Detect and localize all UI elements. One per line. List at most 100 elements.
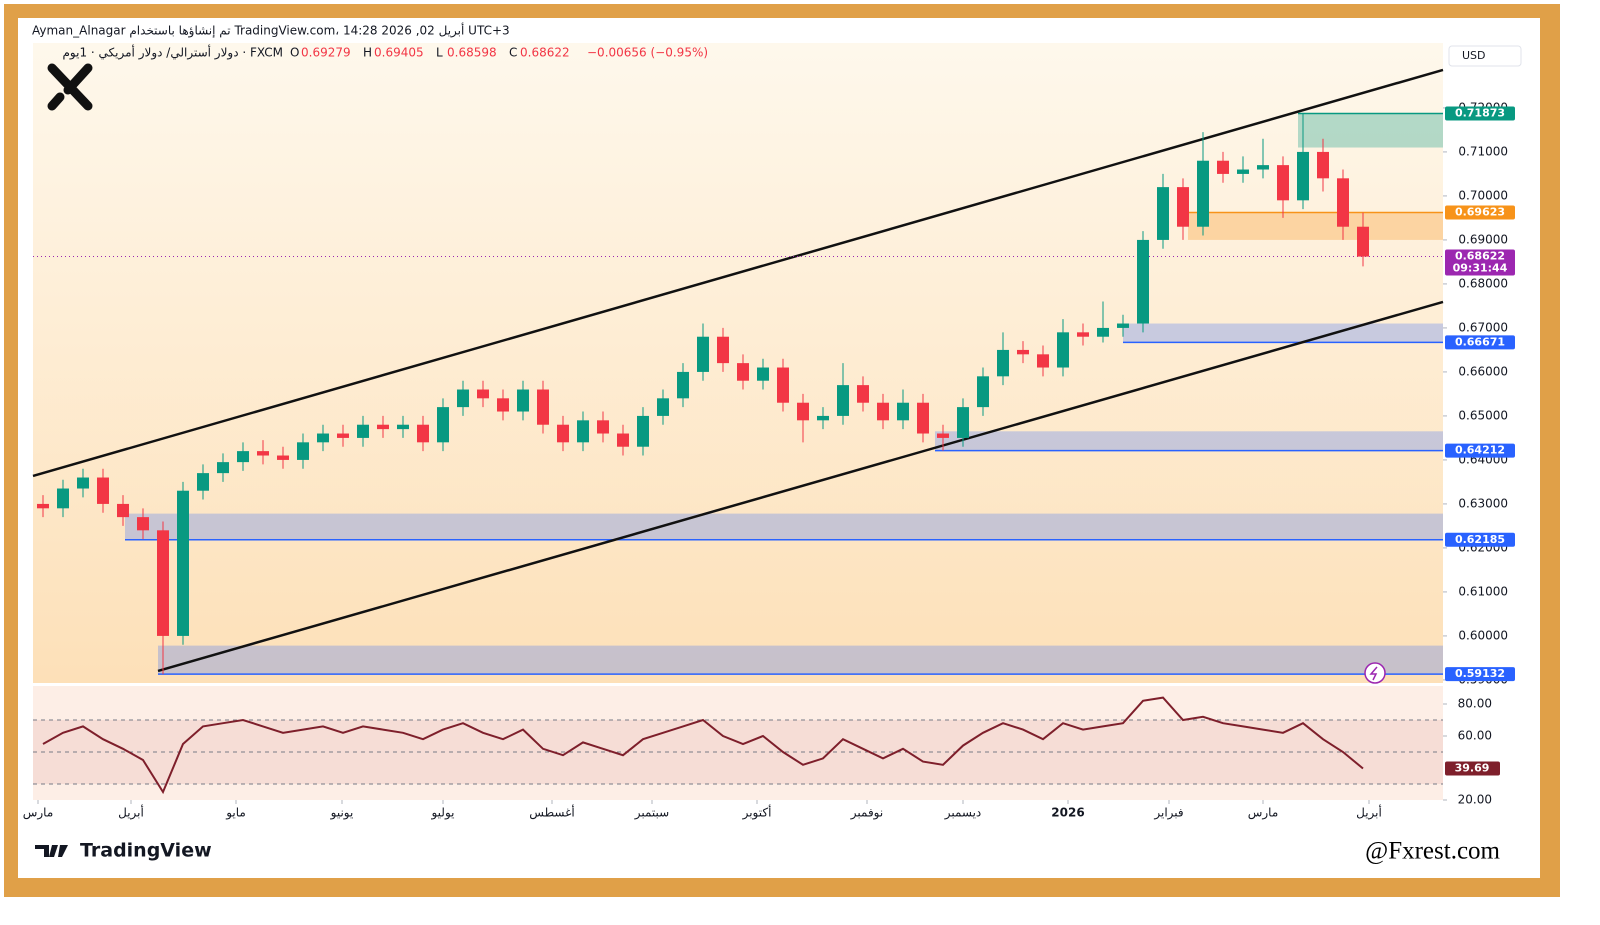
ohlc-key: H xyxy=(363,46,372,60)
candle-body xyxy=(1337,178,1349,227)
candle-body xyxy=(897,402,909,421)
x-tick-label: مارس xyxy=(1248,806,1279,821)
zone-label: 0.69623 xyxy=(1455,206,1505,219)
candle-body xyxy=(637,415,649,447)
candle-body xyxy=(677,371,689,399)
currency: USD xyxy=(1462,49,1486,62)
candle-body xyxy=(1217,160,1229,174)
candle-body xyxy=(137,517,149,531)
x-tick-label: مارس xyxy=(23,806,54,821)
symbol-line: دولار أسترالي/ دولار أمريكي · 1يوم · FXC… xyxy=(62,45,708,61)
candle-body xyxy=(1277,165,1289,201)
zone-label: 0.59132 xyxy=(1455,667,1505,680)
x-tick-label: سبتمبر xyxy=(634,806,669,821)
candle-body xyxy=(597,420,609,434)
candle-body xyxy=(937,433,949,438)
candle-body xyxy=(997,349,1009,377)
zone xyxy=(1188,212,1443,240)
change: −0.00656 (−0.95%) xyxy=(587,46,708,60)
x-tick-label: أبريل xyxy=(1356,805,1382,821)
zone xyxy=(125,513,1443,540)
x-tick-label: فبراير xyxy=(1153,806,1183,821)
candle-body xyxy=(417,424,429,443)
candle-body xyxy=(1077,332,1089,337)
candle-body xyxy=(217,462,229,474)
zone xyxy=(158,645,1443,675)
ohlc-value: 0.69405 xyxy=(374,46,424,60)
candle-body xyxy=(737,363,749,381)
zone-label-box xyxy=(1445,667,1515,682)
candle-body xyxy=(877,402,889,421)
watermark: @Fxrest.com xyxy=(1365,838,1500,865)
candle-body xyxy=(1017,349,1029,355)
ohlc-value: 0.68598 xyxy=(447,46,497,60)
brand: TradingView xyxy=(80,840,212,862)
candle-body xyxy=(517,389,529,412)
y-tick-label: 0.60000 xyxy=(1458,628,1508,642)
x-tick-label: ديسمبر xyxy=(944,806,982,821)
price-pane xyxy=(33,43,1443,683)
candle-body xyxy=(1237,169,1249,174)
candle-body xyxy=(57,488,69,509)
candle-body xyxy=(1297,151,1309,201)
candle-body xyxy=(957,407,969,438)
candle-body xyxy=(1137,239,1149,324)
candle-body xyxy=(437,407,449,443)
candle-body xyxy=(1037,354,1049,368)
candle-body xyxy=(977,376,989,408)
candle-body xyxy=(1057,332,1069,368)
candle-body xyxy=(577,420,589,443)
candle-body xyxy=(1157,187,1169,240)
candle-body xyxy=(97,477,109,504)
candle-body xyxy=(377,424,389,430)
x-tick-label: 2026 xyxy=(1051,806,1084,820)
rsi-tick-label: 60.00 xyxy=(1458,729,1492,743)
zone xyxy=(935,431,1443,451)
x-tick-label: يونيو xyxy=(330,806,354,821)
candle-body xyxy=(1357,226,1369,257)
alert-icon xyxy=(1364,662,1386,684)
candle-body xyxy=(657,398,669,416)
zone-label-box xyxy=(1445,335,1515,350)
candle-body xyxy=(797,402,809,421)
plot: 0.590000.600000.610000.620000.630000.640… xyxy=(23,68,1515,821)
candle-body xyxy=(157,530,169,636)
trend-line xyxy=(32,68,1444,478)
candle-body xyxy=(257,451,269,456)
x-tick-label: أغسطس xyxy=(529,805,574,821)
candle-body xyxy=(497,398,509,412)
logo xyxy=(47,63,93,111)
zone-label-box xyxy=(1445,443,1515,458)
ohlc-key: L xyxy=(436,46,443,60)
candle-body xyxy=(777,367,789,403)
y-tick-label: 0.70000 xyxy=(1458,188,1508,202)
candle-body xyxy=(537,389,549,425)
symbol: دولار أسترالي/ دولار أمريكي · 1يوم · FXC… xyxy=(62,45,283,61)
candle-body xyxy=(317,433,329,443)
zone-label-box xyxy=(1445,205,1515,220)
rsi-last-label: 39.69 xyxy=(1455,761,1490,774)
candle-body xyxy=(277,455,289,460)
brand-logo xyxy=(35,845,68,857)
price-axis xyxy=(1443,43,1528,826)
time-axis xyxy=(33,800,1443,826)
candle-body xyxy=(197,473,209,491)
x-tick-label: أبريل xyxy=(118,805,144,821)
candle-body xyxy=(1197,160,1209,227)
candle-body xyxy=(1097,327,1109,337)
rsi-line xyxy=(42,696,1364,795)
zone-label: 0.62185 xyxy=(1455,533,1505,546)
currency-box xyxy=(1448,45,1522,67)
candle-body xyxy=(1317,151,1329,179)
ohlc-value: 0.69279 xyxy=(301,46,351,60)
zone-label-box xyxy=(1445,106,1515,121)
zone-label: 0.71873 xyxy=(1455,107,1505,120)
candle-body xyxy=(1177,187,1189,227)
candle-body xyxy=(117,503,129,518)
zone xyxy=(1123,323,1443,343)
candle-body xyxy=(457,389,469,408)
y-tick-label: 0.69000 xyxy=(1458,232,1508,246)
x-tick-label: يوليو xyxy=(430,806,454,821)
